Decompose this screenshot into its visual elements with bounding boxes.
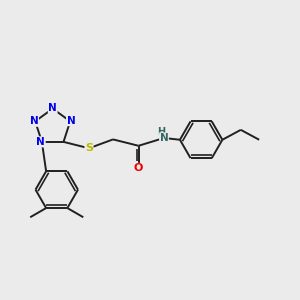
- Text: O: O: [134, 164, 143, 173]
- Text: N: N: [160, 133, 168, 143]
- Text: N: N: [67, 116, 75, 126]
- Text: N: N: [30, 116, 38, 126]
- Text: S: S: [85, 143, 93, 153]
- Text: N: N: [48, 103, 57, 113]
- Text: N: N: [36, 137, 45, 147]
- Text: H: H: [157, 127, 165, 136]
